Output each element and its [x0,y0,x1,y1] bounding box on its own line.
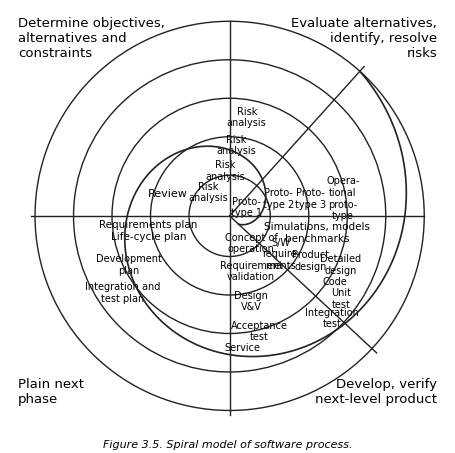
Text: Evaluate alternatives,
identify, resolve
risks: Evaluate alternatives, identify, resolve… [291,17,437,60]
Text: Proto-
type 1: Proto- type 1 [231,197,263,218]
Text: Determine objectives,
alternatives and
constraints: Determine objectives, alternatives and c… [18,17,165,60]
Text: Simulations, models
benchmarks: Simulations, models benchmarks [264,222,370,244]
Text: Code: Code [322,277,347,287]
Text: Integration
test: Integration test [305,308,359,329]
Text: S/W
require-
ments: S/W require- ments [262,238,300,271]
Text: Detailed
design: Detailed design [320,254,361,276]
Text: Product
design: Product design [292,250,329,272]
Text: Review: Review [148,189,187,199]
Text: Development
plan: Development plan [96,254,162,276]
Text: Plain next
phase: Plain next phase [18,378,84,406]
Text: Risk
analysis: Risk analysis [227,107,267,128]
Text: Design
V&V: Design V&V [234,291,268,312]
Text: Acceptance
test: Acceptance test [231,321,288,342]
Text: Develop, verify
next-level product: Develop, verify next-level product [315,378,437,406]
Text: Unit
test: Unit test [331,289,351,310]
Text: Opera-
tional
proto-
type: Opera- tional proto- type [326,176,359,221]
Text: Proto-
type 2: Proto- type 2 [263,188,294,210]
Text: Integration and
test plan: Integration and test plan [85,282,161,304]
Text: Figure 3.5. Spiral model of software process.: Figure 3.5. Spiral model of software pro… [103,440,352,450]
Text: Risk
analysis: Risk analysis [216,135,256,156]
Text: Requirement
validation: Requirement validation [219,260,283,282]
Text: Risk
analysis: Risk analysis [188,182,228,203]
Text: Concept of
operation: Concept of operation [225,233,278,255]
Text: Requirements plan
Life-cycle plan: Requirements plan Life-cycle plan [99,220,197,241]
Text: Proto-
type 3: Proto- type 3 [295,188,326,210]
Text: Service: Service [224,343,260,353]
Text: Risk
analysis: Risk analysis [206,160,245,182]
